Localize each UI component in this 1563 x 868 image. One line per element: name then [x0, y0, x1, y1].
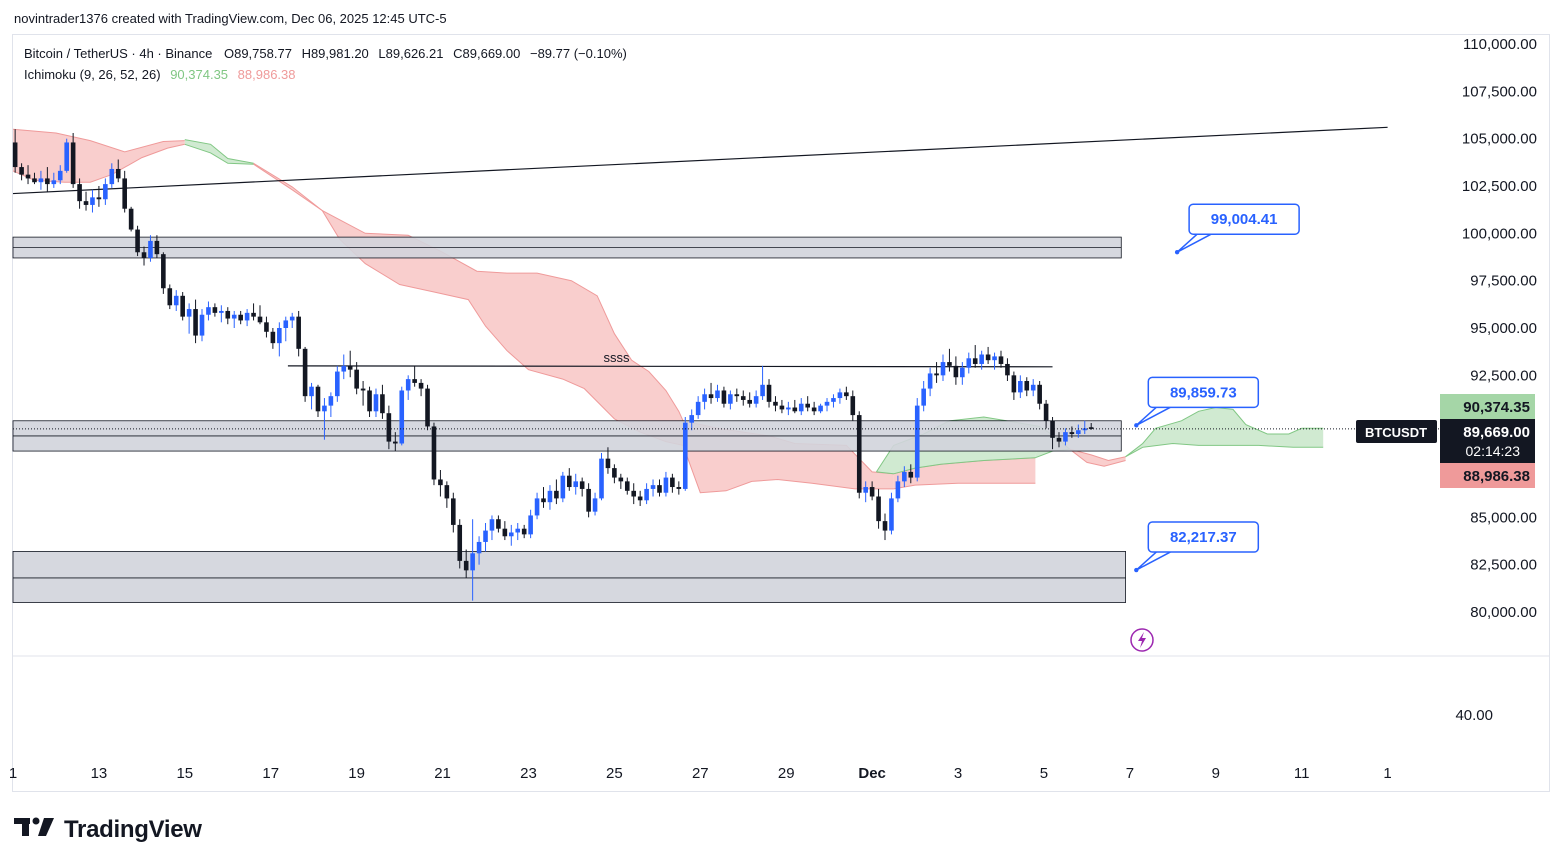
indicator-value-span-b: 88,986.38 [237, 67, 296, 82]
tradingview-logo-icon [14, 816, 58, 844]
indicator-name[interactable]: Ichimoku (9, 26, 52, 26) [24, 67, 161, 82]
symbol-title[interactable]: Bitcoin / TetherUS · 4h · Binance [24, 46, 213, 61]
symbol-legend[interactable]: Bitcoin / TetherUS · 4h · Binance O89,75… [24, 46, 627, 61]
indicator-value-span-a: 90,374.35 [170, 67, 229, 82]
chart-frame [12, 34, 1550, 792]
attribution-text: novintrader1376 created with TradingView… [14, 11, 447, 26]
price-change: −89.77 (−0.10%) [529, 46, 627, 61]
indicator-legend[interactable]: Ichimoku (9, 26, 52, 26) 90,374.35 88,98… [24, 67, 296, 82]
tradingview-brand[interactable]: TradingView [14, 816, 202, 844]
ohlc-low: L89,626.21 [378, 46, 444, 61]
tradingview-wordmark: TradingView [64, 816, 202, 843]
ohlc-high: H89,981.20 [301, 46, 369, 61]
ohlc-open: O89,758.77 [223, 46, 292, 61]
ohlc-close: C89,669.00 [453, 46, 521, 61]
